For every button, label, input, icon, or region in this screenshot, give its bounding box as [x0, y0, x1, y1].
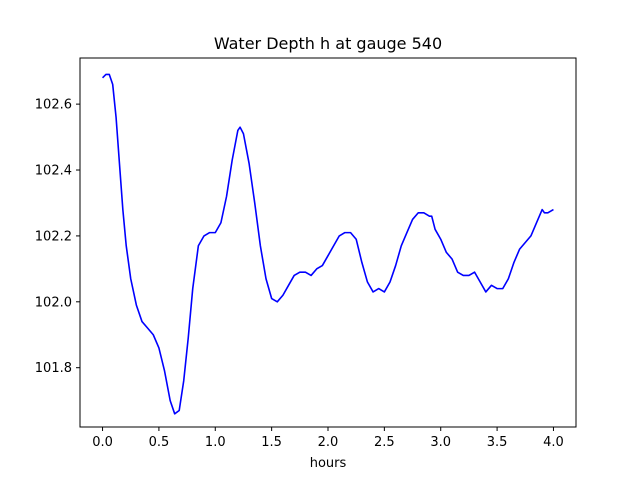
- x-tick-label: 0.0: [92, 435, 113, 450]
- y-tick-label: 102.0: [35, 295, 72, 310]
- x-axis-label: hours: [310, 456, 347, 471]
- y-tick-label: 101.8: [35, 361, 72, 376]
- x-tick-label: 2.5: [374, 435, 395, 450]
- y-tick-label: 102.6: [35, 98, 72, 113]
- x-tick-label: 1.5: [261, 435, 282, 450]
- chart-title: Water Depth h at gauge 540: [214, 34, 442, 53]
- x-tick-label: 3.5: [487, 435, 508, 450]
- x-tick-label: 4.0: [543, 435, 564, 450]
- series-line-0: [101, 73, 554, 415]
- y-tick-label: 102.2: [35, 229, 72, 244]
- x-tick-label: 2.0: [318, 435, 339, 450]
- x-tick-label: 1.0: [205, 435, 226, 450]
- x-tick-label: 3.0: [430, 435, 451, 450]
- x-tick-label: 0.5: [149, 435, 170, 450]
- y-tick-label: 102.4: [35, 164, 72, 179]
